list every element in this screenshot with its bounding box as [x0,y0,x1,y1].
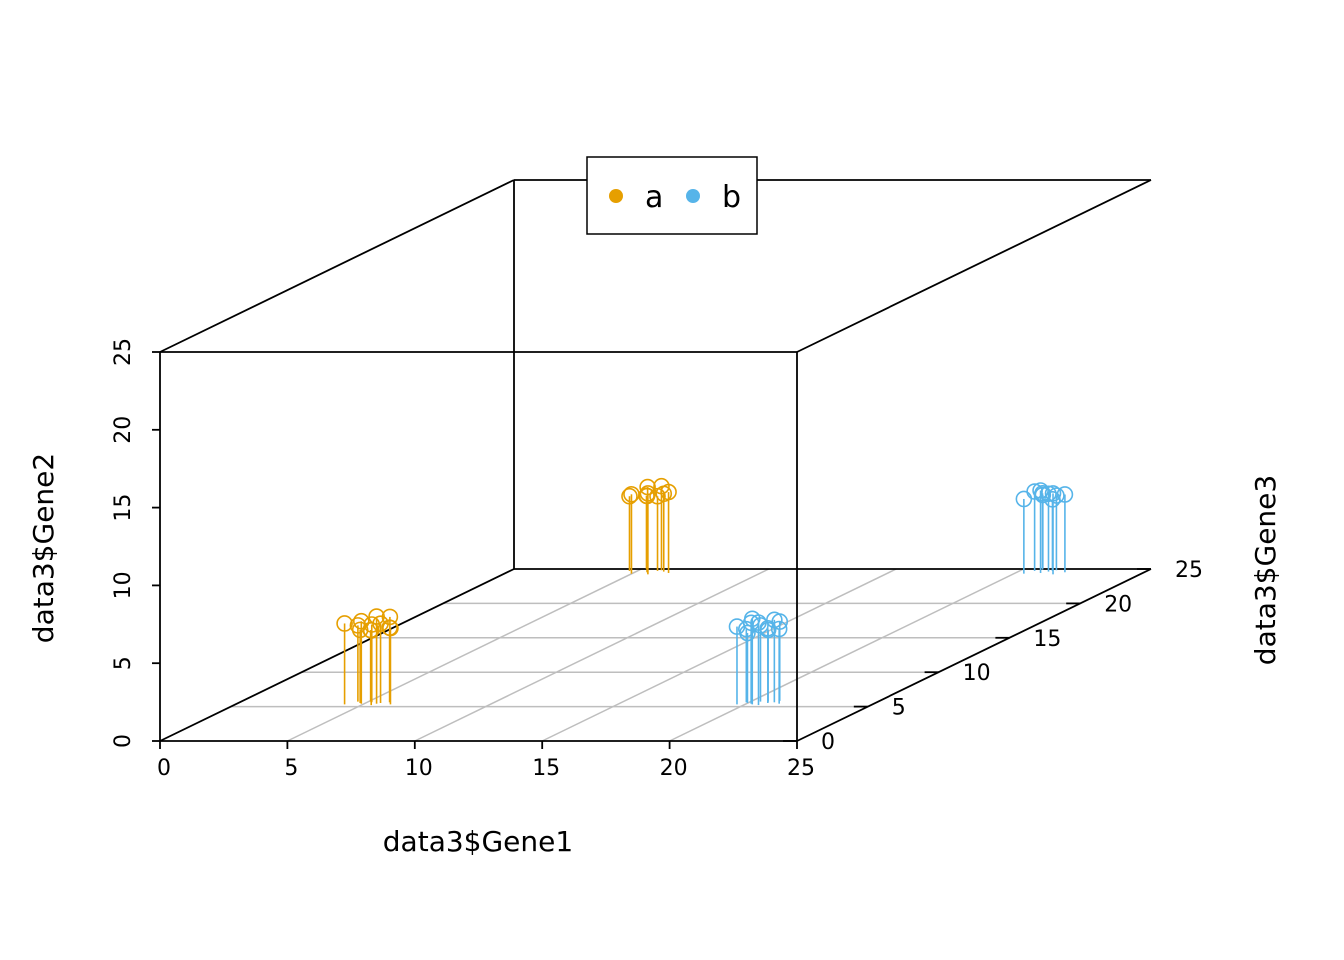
data-point [368,608,385,625]
data-point [759,620,777,637]
y-tick-label: 20 [111,416,136,444]
data-point [750,614,767,631]
data-point [766,611,783,629]
series-b [728,482,1074,706]
data-point [623,485,640,503]
series-a [336,477,677,706]
data-point [621,487,638,505]
grid-line-x [287,568,642,742]
box-edge [796,568,1152,742]
x-tick-label: 0 [157,756,171,781]
x-tick-label: 20 [660,756,688,781]
data-point [728,618,746,635]
data-point [362,622,380,639]
legend-label-a: a [645,180,663,215]
z-tick-label: 0 [821,730,835,755]
legend-marker-a [609,189,623,203]
data-point [660,483,677,501]
grid-line-x [414,568,770,742]
data-point [336,615,353,632]
legend-marker-b [686,189,700,203]
legend-label-b: b [722,180,741,215]
box-edge [159,568,515,742]
x-tick-label: 10 [405,756,433,781]
z-axis-title: data3$Gene3 [1249,475,1282,665]
data-point [1032,482,1049,499]
data-point [1056,486,1074,503]
grid-line-x [669,568,1024,742]
y-tick-label: 10 [111,571,136,599]
z-tick-label: 15 [1033,627,1061,652]
data-point [382,619,399,637]
data-point [639,485,657,502]
plot-box [159,179,1152,742]
data-point [1044,485,1062,502]
z-tick-label: 5 [892,696,906,721]
y-tick-label: 0 [111,734,136,748]
floor-grid [230,568,1081,742]
y-tick-label: 5 [111,656,136,670]
y-tick-label: 25 [111,338,136,366]
x-tick-label: 5 [284,756,298,781]
x-tick-label: 15 [532,756,560,781]
y-axis-title: data3$Gene2 [27,453,60,643]
y-tick-label: 15 [111,494,136,522]
box-edge [796,179,1152,353]
legend: a b [586,156,758,235]
data-point [1015,490,1033,508]
x-tick-label: 25 [787,756,815,781]
x-axis-title: data3$Gene1 [383,825,573,858]
z-tick-label: 10 [963,661,991,686]
z-tick-label: 20 [1104,592,1132,617]
data-point [352,612,370,630]
data-point [351,621,369,639]
box-edge [159,179,515,353]
z-tick-label: 25 [1175,558,1203,583]
data-point [770,620,788,638]
data-points [336,477,1074,706]
grid-line-x [541,568,897,742]
